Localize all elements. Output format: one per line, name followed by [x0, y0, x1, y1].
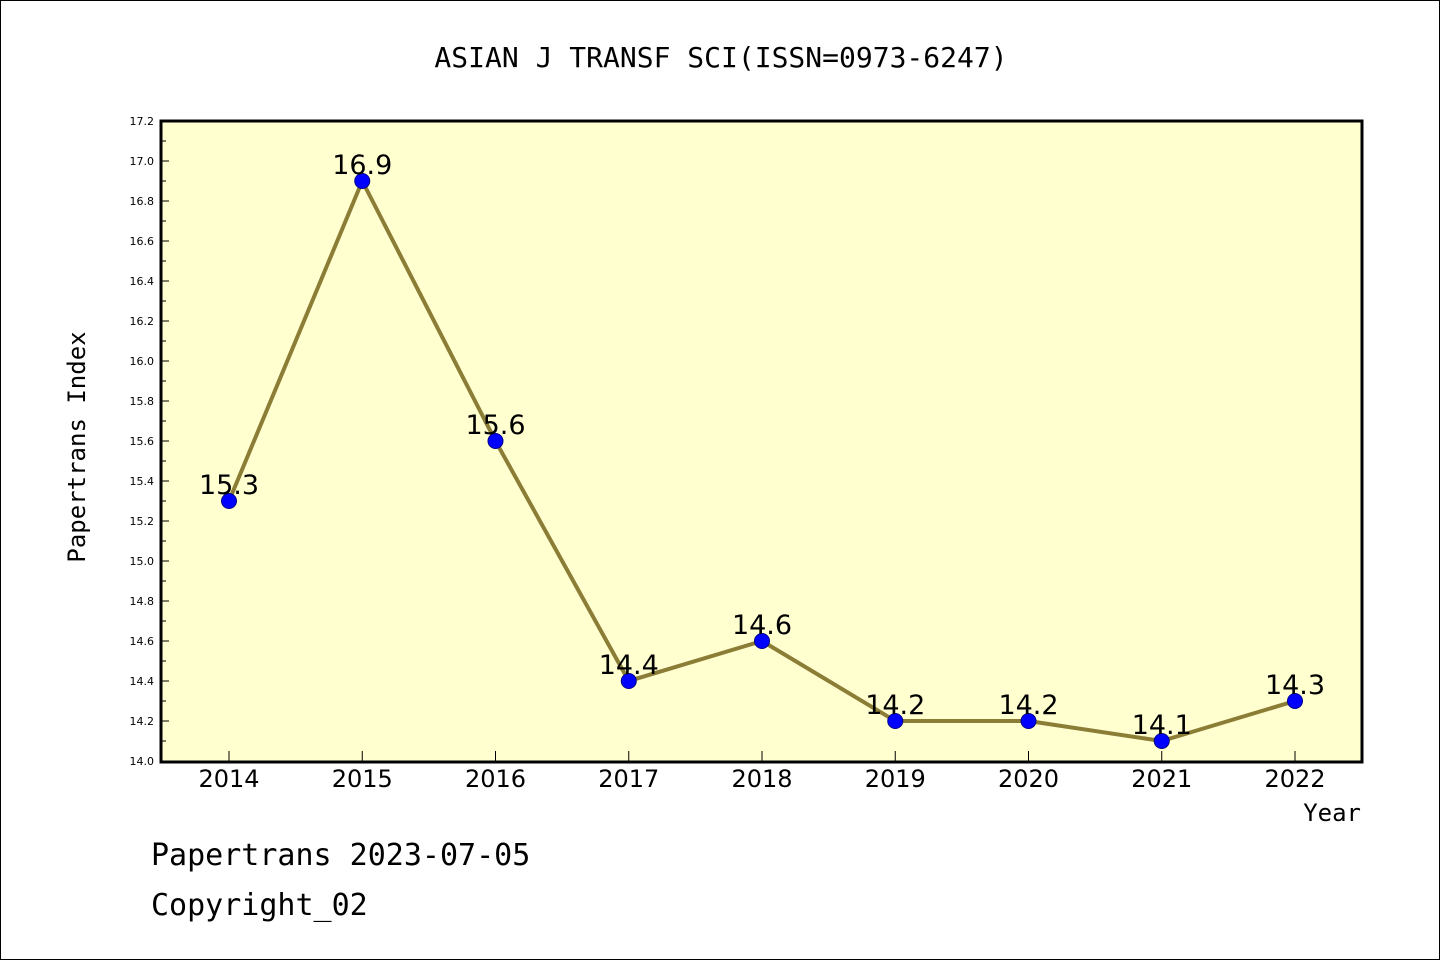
y-tick-label: 14.6 [130, 635, 155, 648]
data-point [221, 493, 237, 509]
y-tick-label: 15.4 [130, 475, 155, 488]
x-tick-label: 2015 [332, 765, 393, 793]
x-tick-label: 2017 [598, 765, 659, 793]
y-tick-label: 15.2 [130, 515, 155, 528]
y-tick-label: 15.0 [130, 555, 155, 568]
data-label: 14.3 [1265, 670, 1325, 701]
data-point [1020, 713, 1037, 729]
y-tick-label: 15.8 [130, 395, 155, 408]
y-tick-label: 14.0 [130, 755, 155, 768]
data-label: 14.1 [1132, 710, 1192, 741]
x-tick-label: 2020 [998, 765, 1059, 793]
y-tick-label: 17.2 [130, 115, 155, 128]
x-tick-label: 2022 [1264, 765, 1325, 793]
y-tick-label: 17.0 [130, 155, 155, 168]
data-point [754, 633, 770, 649]
footer-date-text: Papertrans 2023-07-05 [151, 838, 530, 873]
x-axis-label: Year [1303, 799, 1361, 827]
data-label: 14.2 [998, 690, 1058, 721]
data-label: 14.6 [732, 610, 792, 641]
y-tick-label: 16.4 [130, 275, 155, 288]
y-tick-label: 16.0 [130, 355, 155, 368]
data-label: 14.2 [865, 690, 925, 721]
x-tick-label: 2014 [198, 765, 259, 793]
data-point [354, 173, 371, 189]
data-label: 15.6 [465, 410, 525, 441]
y-tick-label: 16.8 [130, 195, 155, 208]
y-tick-label: 14.8 [130, 595, 155, 608]
y-axis-label: Papertrans Index [63, 331, 91, 562]
x-axis-ticks: 2014 2015 2016 2017 2018 2019 2020 2021 2022 [198, 751, 1326, 793]
data-point [1153, 733, 1170, 749]
x-tick-label: 2019 [865, 765, 926, 793]
footer-copyright-text: Copyright_02 [151, 888, 368, 923]
chart-title: ASIAN J TRANSF SCI(ISSN=0973-6247) [434, 41, 1007, 74]
y-tick-label: 14.2 [130, 715, 155, 728]
y-tick-label: 16.2 [130, 315, 155, 328]
y-tick-label: 16.6 [130, 235, 155, 248]
data-label: 15.3 [199, 470, 259, 501]
x-tick-label: 2021 [1131, 765, 1192, 793]
data-point [487, 433, 504, 449]
data-label: 14.4 [599, 650, 659, 681]
y-tick-label: 15.6 [130, 435, 155, 448]
x-tick-label: 2016 [465, 765, 526, 793]
y-tick-label: 14.4 [130, 675, 155, 688]
plot-area [161, 121, 1362, 762]
data-label: 16.9 [332, 150, 392, 181]
y-axis-ticks: 14.0 14.2 14.4 14.6 14.8 15.0 15.2 15.4 15.6 15.8… [130, 115, 169, 768]
plot-border [159, 119, 1364, 764]
data-point [620, 673, 637, 689]
data-point [887, 713, 904, 729]
series-layer: 15.3 16.9 15.6 14.4 14.6 14.2 14.2 14.1 14.3 [199, 150, 1325, 749]
data-point [1287, 693, 1303, 709]
x-tick-label: 2018 [731, 765, 792, 793]
